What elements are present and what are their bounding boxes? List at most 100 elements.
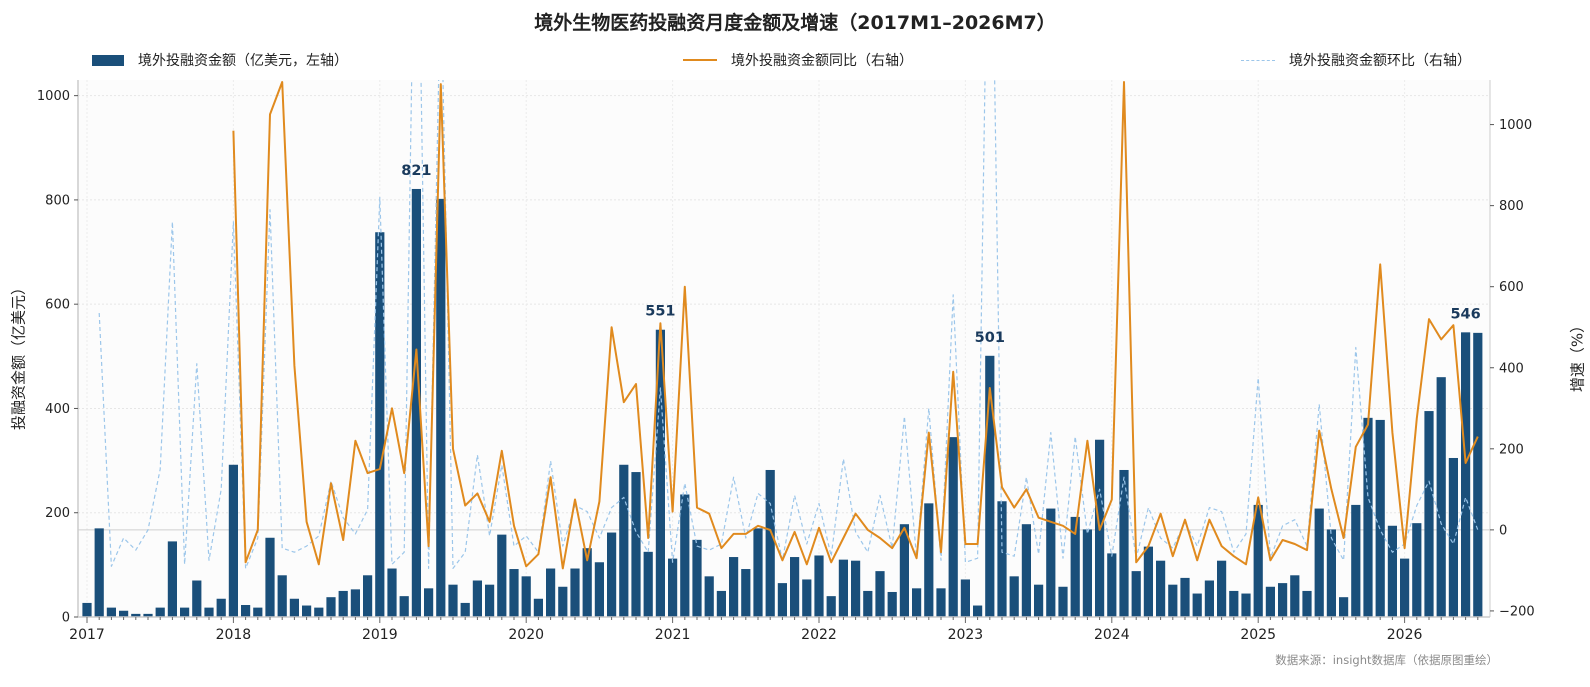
bar xyxy=(119,610,129,617)
bar xyxy=(1192,593,1202,617)
bar xyxy=(1265,586,1275,617)
yoy-line-series xyxy=(232,81,1479,570)
bar xyxy=(1302,590,1312,617)
bar xyxy=(924,503,934,617)
bar xyxy=(546,568,556,617)
bar xyxy=(668,558,678,617)
bar xyxy=(1143,546,1153,617)
y-right-tick-label: 400 xyxy=(1499,361,1524,376)
bar xyxy=(1119,469,1129,617)
bar xyxy=(716,590,726,617)
bar xyxy=(1253,504,1263,617)
bar xyxy=(1290,575,1300,617)
x-tick-label: 2021 xyxy=(655,627,691,643)
y-right-tick-label: 200 xyxy=(1499,442,1524,457)
bar xyxy=(436,198,446,617)
x-tick-label: 2018 xyxy=(216,627,252,643)
bar xyxy=(765,469,775,617)
bar xyxy=(655,329,665,617)
bar xyxy=(241,605,251,617)
bar xyxy=(1180,577,1190,617)
bar xyxy=(1412,523,1422,617)
bar xyxy=(1436,377,1446,617)
y-right-tick-label: 1000 xyxy=(1499,118,1532,133)
bar xyxy=(1107,553,1117,617)
bar xyxy=(192,580,202,617)
bar xyxy=(899,524,909,617)
bar xyxy=(1156,560,1166,617)
bar xyxy=(960,579,970,617)
bar xyxy=(1326,529,1336,617)
y-right-tick-label: 0 xyxy=(1499,523,1507,538)
legend-item-bar: 境外投融资金额（亿美元，左轴） xyxy=(92,49,348,71)
x-tick-label: 2017 xyxy=(69,627,105,643)
bar xyxy=(936,588,946,617)
bar xyxy=(228,464,238,617)
bar xyxy=(265,537,275,617)
y-left-tick-label: 800 xyxy=(45,193,70,208)
bar xyxy=(387,568,397,617)
bar xyxy=(790,557,800,617)
bar xyxy=(863,590,873,617)
bar xyxy=(1278,583,1288,617)
bar xyxy=(302,605,312,617)
legend-item-yoy: 境外投融资金额同比（右轴） xyxy=(683,49,913,71)
bar xyxy=(1448,457,1458,617)
bar xyxy=(1168,584,1178,617)
bar xyxy=(1229,590,1239,617)
bar xyxy=(594,562,604,617)
bar-series xyxy=(82,188,1483,617)
bar xyxy=(1241,593,1251,617)
bar xyxy=(1424,411,1434,617)
bar xyxy=(350,589,360,617)
bar xyxy=(1034,584,1044,617)
bar xyxy=(521,576,531,617)
bar xyxy=(314,607,324,617)
bar xyxy=(180,607,190,617)
bar xyxy=(1058,586,1068,617)
bar xyxy=(704,576,714,617)
legend-yoy-swatch xyxy=(683,59,717,61)
y-axis-right-label: 增速（%） xyxy=(1568,317,1587,393)
bar xyxy=(1082,529,1092,617)
yoy-line-series-path xyxy=(232,81,1479,570)
bar xyxy=(1363,417,1373,617)
bar xyxy=(1473,332,1483,617)
bar xyxy=(106,607,116,617)
x-tick-label: 2024 xyxy=(1094,627,1130,643)
bar xyxy=(729,557,739,617)
bar xyxy=(912,588,922,617)
x-tick-label: 2022 xyxy=(801,627,837,643)
bar xyxy=(1021,524,1031,617)
y-left-tick-label: 600 xyxy=(45,298,70,313)
bar xyxy=(472,580,482,617)
x-tick-label: 2026 xyxy=(1387,627,1423,643)
bar xyxy=(1339,597,1349,617)
bar xyxy=(204,607,214,617)
chart-title: 境外生物医药投融资月度金额及增速（2017M1–2026M7） xyxy=(534,12,1056,34)
y-right-tick-label: 800 xyxy=(1499,199,1524,214)
bar xyxy=(533,598,543,617)
bar xyxy=(338,590,348,617)
bar xyxy=(692,539,702,617)
bar xyxy=(1314,508,1324,617)
legend-bar-label: 境外投融资金额（亿美元，左轴） xyxy=(138,53,348,69)
bar xyxy=(985,355,995,617)
bar xyxy=(363,575,373,617)
bar xyxy=(277,575,287,617)
bar xyxy=(326,597,336,617)
bar xyxy=(155,607,165,617)
bar xyxy=(460,602,470,617)
bar xyxy=(619,464,629,617)
bar xyxy=(741,569,751,617)
source-note: 数据来源：insight数据库（依据原图重绘） xyxy=(1275,653,1498,667)
x-tick-label: 2019 xyxy=(362,627,398,643)
bar xyxy=(948,437,958,617)
bar xyxy=(143,613,153,617)
bar xyxy=(1046,508,1056,617)
bar xyxy=(509,569,519,617)
bar xyxy=(1375,419,1385,617)
legend-mom-swatch xyxy=(1241,59,1275,61)
bar xyxy=(1461,332,1471,617)
